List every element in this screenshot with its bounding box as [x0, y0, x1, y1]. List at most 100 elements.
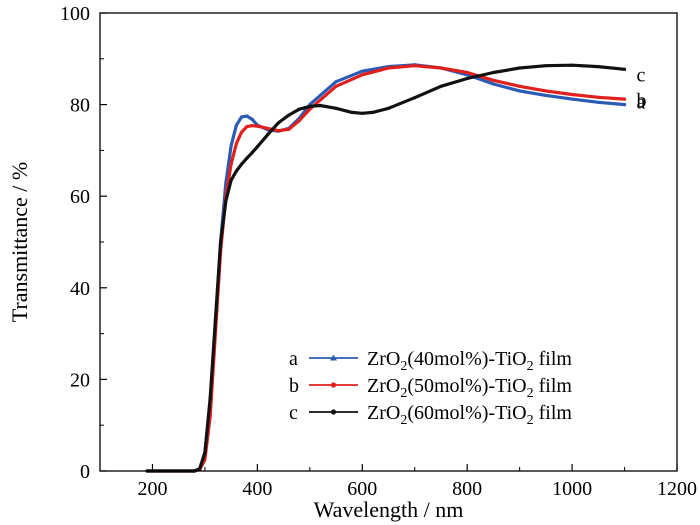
series-c-point: [350, 110, 354, 114]
series-a-point: [491, 82, 496, 86]
series-c-point: [360, 111, 364, 115]
x-tick-label: 800: [452, 478, 482, 500]
series-b-point: [518, 84, 522, 88]
series-c-point: [208, 396, 212, 400]
series-b-point: [287, 127, 291, 131]
legend-marker: [330, 354, 337, 361]
series-b-point: [297, 119, 301, 123]
series-a-point: [622, 103, 627, 107]
series-c: [145, 63, 627, 473]
series-a-point: [518, 89, 522, 93]
series-c-point: [287, 113, 291, 117]
series-c-point: [240, 162, 244, 166]
series-a-point: [250, 117, 254, 121]
series-c-point: [596, 64, 600, 69]
x-tick-label: 600: [347, 478, 377, 500]
series-c-point: [213, 318, 217, 322]
series-b-point: [596, 95, 600, 99]
series-a-point: [245, 114, 249, 118]
legend-label: ZrO2(40mol%)-TiO2 film: [367, 348, 572, 374]
series-c-point: [413, 96, 417, 100]
legend-letter: a: [289, 348, 298, 370]
series-a-point: [334, 80, 338, 84]
series-c-end-label: c: [637, 64, 646, 86]
series-c-point: [318, 103, 322, 108]
series-c-point: [297, 107, 301, 111]
series-c-point: [334, 106, 338, 110]
x-tick-label: 1000: [552, 478, 592, 500]
series-b-point: [308, 107, 312, 111]
series-b-point: [245, 124, 249, 129]
series-a-point: [596, 100, 600, 104]
series-b-end-label: b: [637, 90, 647, 112]
y-tick-label: 80: [70, 95, 90, 117]
legend-label: ZrO2(60mol%)-TiO2 film: [367, 402, 572, 428]
series-b-point: [234, 141, 238, 146]
series-a-point: [234, 123, 238, 127]
legend-item-a: a ZrO2(40mol%)-TiO2 film: [289, 348, 572, 374]
series-c-point: [276, 121, 280, 125]
series-a-point: [544, 93, 548, 98]
series-c-point: [570, 63, 574, 67]
series-b-point: [386, 66, 391, 70]
x-tick-label: 1200: [657, 478, 697, 500]
series-c-point: [219, 240, 223, 244]
x-tick-label: 400: [242, 478, 272, 500]
series-c-point: [371, 110, 375, 114]
legend-marker: [330, 409, 337, 415]
x-tick-label: 200: [137, 478, 167, 500]
series-b-point: [413, 64, 417, 68]
legend-letter: b: [289, 375, 299, 397]
series-a-point: [229, 144, 233, 148]
y-tick-label: 60: [70, 186, 90, 208]
series-b-point: [266, 126, 270, 131]
series-layer: [145, 63, 627, 473]
series-c-point: [198, 467, 202, 471]
series-b-point: [229, 162, 233, 166]
series-b-point: [570, 92, 574, 97]
legend: a ZrO2(40mol%)-TiO2 film b ZrO2(50mol%)-TiO…: [289, 348, 572, 428]
series-b-point: [250, 124, 254, 128]
legend-item-c: c ZrO2(60mol%)-TiO2 film: [289, 402, 572, 428]
series-c-point: [491, 70, 496, 75]
legend-letter: c: [289, 402, 298, 424]
series-c-point: [255, 145, 259, 149]
series-c-point: [544, 64, 548, 68]
series-b-point: [240, 130, 244, 134]
series-c-line: [145, 63, 627, 473]
ticks-layer: 200 400 600 800 1000 1200 0 20 40 60 80 100: [60, 3, 697, 500]
series-c-point: [386, 106, 391, 110]
series-b-point: [255, 124, 259, 128]
series-c-point: [245, 156, 249, 160]
series-c-point: [266, 132, 270, 136]
series-b-point: [439, 66, 443, 70]
y-tick-label: 100: [60, 3, 90, 25]
legend-item-b: b ZrO2(50mol%)-TiO2 film: [289, 375, 572, 401]
series-c-point: [250, 151, 254, 155]
series-a-point: [570, 97, 574, 101]
series-b-point: [334, 84, 338, 88]
y-axis-label: Transmittance / %: [7, 162, 32, 323]
x-axis-label: Wavelength / nm: [314, 497, 464, 522]
series-c-point: [229, 178, 233, 182]
series-c-point: [439, 84, 443, 88]
series-c-point: [622, 67, 627, 71]
series-c-point: [308, 104, 312, 109]
y-tick-label: 0: [80, 461, 90, 483]
series-b-point: [622, 97, 627, 101]
series-b-point: [276, 129, 280, 133]
series-a-point: [240, 115, 244, 119]
series-c-point: [465, 76, 469, 81]
series-c-point: [234, 169, 238, 173]
y-tick-label: 20: [70, 369, 90, 391]
end-labels-layer: abc: [637, 64, 647, 113]
legend-marker: [330, 382, 337, 388]
series-c-point: [203, 451, 207, 455]
legend-label: ZrO2(50mol%)-TiO2 film: [367, 375, 572, 401]
series-c-point: [518, 66, 522, 70]
series-a-point: [360, 69, 364, 73]
series-b-point: [360, 73, 364, 77]
series-b-point: [544, 89, 548, 93]
